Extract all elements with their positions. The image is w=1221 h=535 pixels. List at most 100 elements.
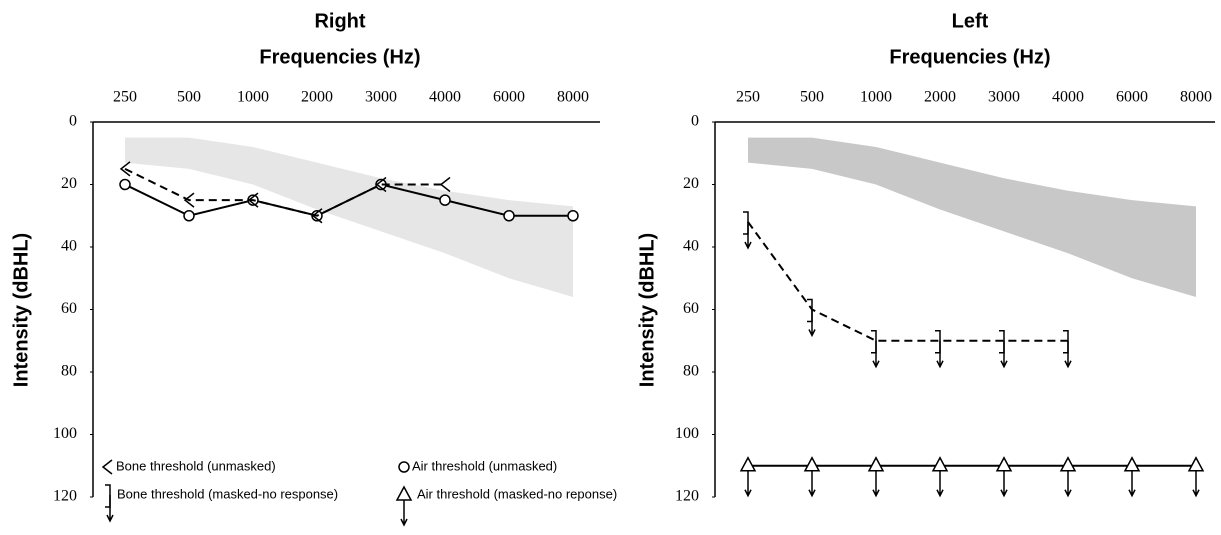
legend-marker xyxy=(398,461,410,473)
marker xyxy=(119,178,131,191)
arrow xyxy=(1064,470,1072,498)
x-tick-label: 250 xyxy=(736,89,760,106)
y-tick-label: 120 xyxy=(675,488,699,505)
arrow xyxy=(808,309,816,338)
arrow xyxy=(106,495,114,523)
normal-range-band xyxy=(748,137,1196,297)
legend-label: Bone threshold (unmasked) xyxy=(116,458,276,473)
arrow xyxy=(1064,340,1072,369)
marker xyxy=(807,298,816,338)
y-tick-label: 100 xyxy=(675,425,699,442)
y-tick-label: 0 xyxy=(691,113,699,130)
arrow xyxy=(744,470,752,498)
arrow xyxy=(1128,470,1136,498)
y-tick-label: 60 xyxy=(683,300,699,317)
triangle-marker xyxy=(995,456,1013,472)
x-tick-label: 2000 xyxy=(301,89,333,106)
marker xyxy=(995,456,1013,498)
y-tick-label: 120 xyxy=(53,488,77,505)
circle-marker xyxy=(439,194,451,206)
marker xyxy=(1123,456,1141,498)
legend-marker xyxy=(105,484,114,523)
y-tick-label: 20 xyxy=(683,175,699,192)
x-tick-label: 4000 xyxy=(1052,89,1084,106)
marker xyxy=(311,208,323,224)
marker xyxy=(931,456,949,498)
x-tick-label: 2000 xyxy=(924,89,956,106)
marker xyxy=(503,210,515,222)
arrow xyxy=(872,340,880,369)
y-tick-label: 100 xyxy=(53,425,77,442)
marker xyxy=(1063,330,1072,369)
y-axis-label: Intensity (dBHL) xyxy=(636,233,658,387)
x-tick-label: 8000 xyxy=(1180,89,1212,106)
x-tick-label: 250 xyxy=(113,89,137,106)
x-tick-label: 6000 xyxy=(1116,89,1148,106)
marker xyxy=(803,456,821,498)
triangle-marker xyxy=(803,456,821,472)
series-line xyxy=(747,221,1068,342)
arrow xyxy=(936,340,944,369)
x-tick-label: 1000 xyxy=(860,89,892,106)
y-tick-label: 80 xyxy=(683,363,699,380)
legend-marker xyxy=(101,459,113,475)
chevron-marker xyxy=(119,161,131,177)
marker xyxy=(375,176,387,193)
chart-title: Right xyxy=(314,10,365,32)
triangle-marker xyxy=(867,456,885,472)
x-tick-label: 4000 xyxy=(429,89,461,106)
x-tick-label: 1000 xyxy=(237,89,269,106)
marker xyxy=(739,456,757,498)
arrow xyxy=(1000,470,1008,498)
legend-marker xyxy=(395,485,413,527)
y-tick-label: 40 xyxy=(683,238,699,255)
legend-label: Bone threshold (masked-no response) xyxy=(117,486,338,501)
chevron-marker xyxy=(375,176,387,193)
triangle-marker xyxy=(395,485,413,501)
marker xyxy=(247,192,259,208)
marker xyxy=(183,210,195,222)
x-tick-label: 3000 xyxy=(988,89,1020,106)
marker xyxy=(867,456,885,498)
x-tick-label: 8000 xyxy=(557,89,589,106)
arrow xyxy=(872,470,880,498)
triangle-marker xyxy=(931,456,949,472)
chevron-marker xyxy=(183,192,195,208)
marker xyxy=(999,330,1008,369)
x-tick-label: 500 xyxy=(177,89,201,106)
marker xyxy=(439,194,451,206)
chevron-marker xyxy=(439,176,451,193)
y-tick-label: 80 xyxy=(61,363,77,380)
legend-label: Air threshold (unmasked) xyxy=(412,458,557,473)
x-axis-label: Frequencies (Hz) xyxy=(889,46,1050,68)
marker xyxy=(1059,456,1077,498)
arrow xyxy=(1000,340,1008,369)
arrow xyxy=(936,470,944,498)
marker xyxy=(119,161,131,177)
circle-marker xyxy=(503,210,515,222)
normal-range-band xyxy=(125,137,573,297)
series-line xyxy=(124,167,445,217)
y-tick-label: 40 xyxy=(61,238,77,255)
y-tick-label: 20 xyxy=(61,175,77,192)
y-tick-label: 60 xyxy=(61,300,77,317)
marker xyxy=(1187,456,1205,498)
marker xyxy=(567,210,579,222)
triangle-marker xyxy=(1059,456,1077,472)
circle-marker xyxy=(567,210,579,222)
marker xyxy=(439,176,451,193)
arrow xyxy=(808,470,816,498)
y-axis-label: Intensity (dBHL) xyxy=(10,233,32,387)
y-tick-label: 0 xyxy=(69,113,77,130)
chart-title: Left xyxy=(952,10,989,32)
chevron-marker xyxy=(247,192,259,208)
chevron-marker xyxy=(311,208,323,224)
triangle-marker xyxy=(1187,456,1205,472)
marker xyxy=(183,192,195,208)
triangle-marker xyxy=(739,456,757,472)
circle-marker xyxy=(398,461,410,473)
marker xyxy=(935,330,944,369)
arrow xyxy=(1192,470,1200,498)
x-tick-label: 6000 xyxy=(493,89,525,106)
marker xyxy=(743,211,752,250)
